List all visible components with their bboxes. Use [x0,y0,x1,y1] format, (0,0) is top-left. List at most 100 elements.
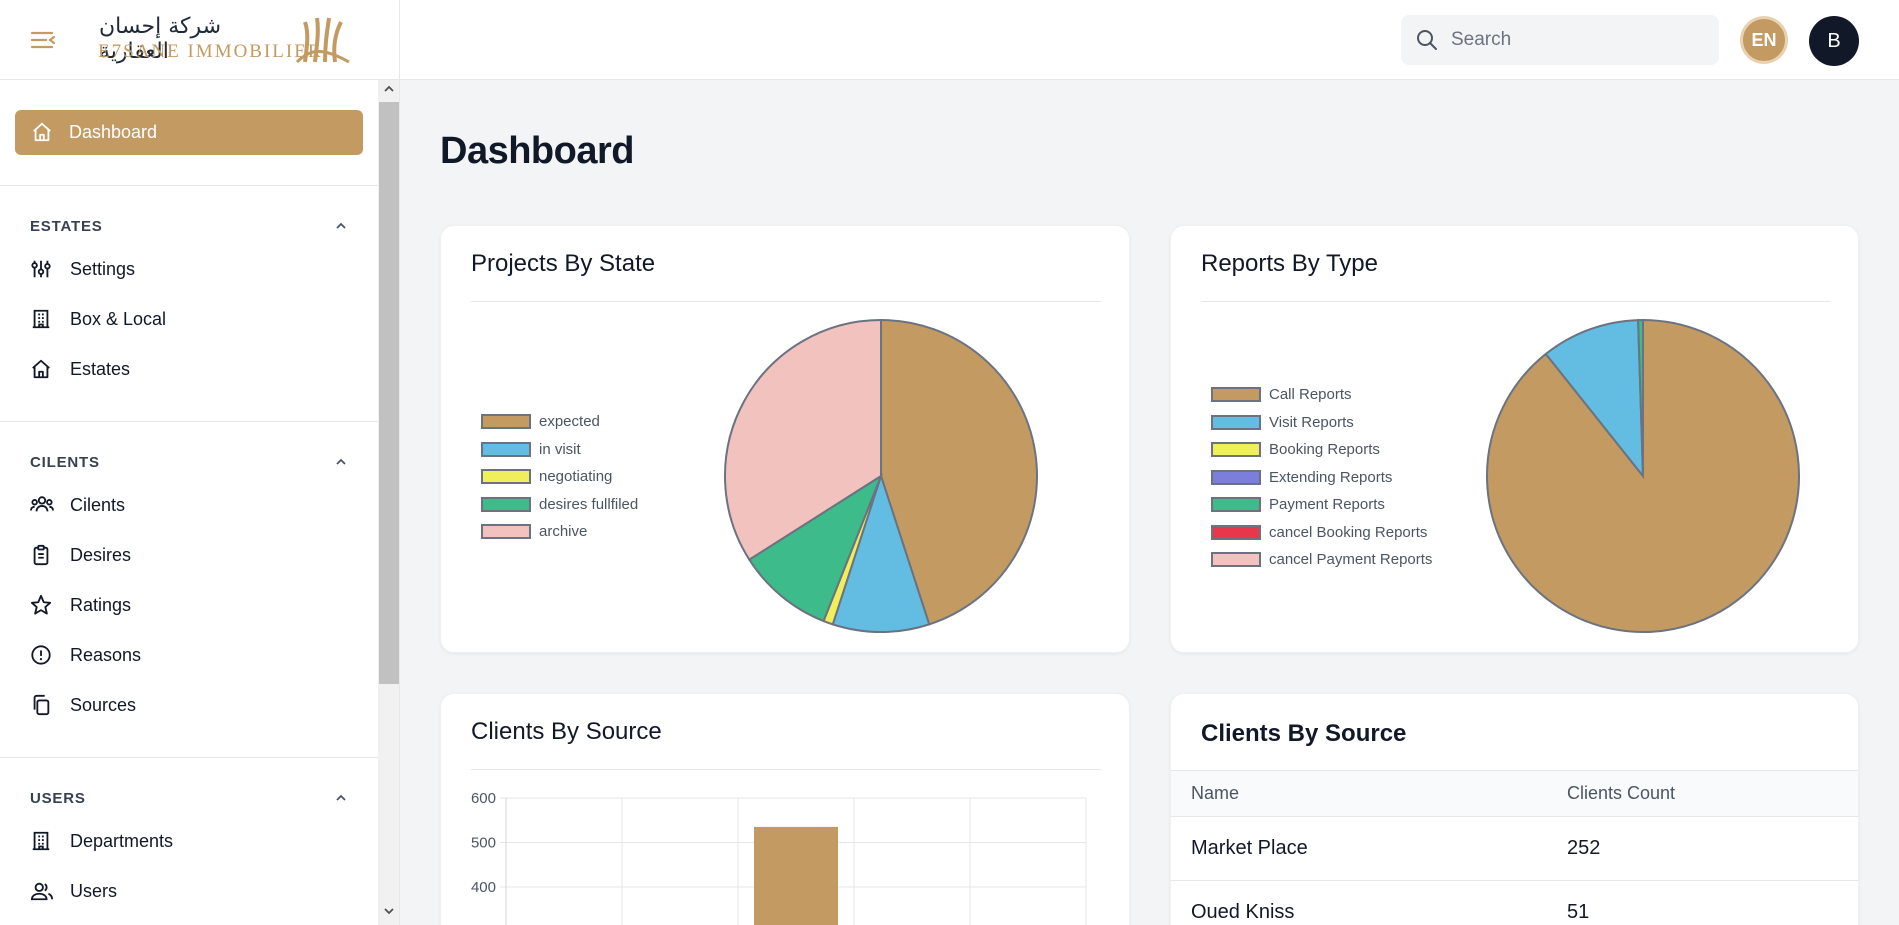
scrollbar-thumb[interactable] [379,102,399,684]
column-header-name: Name [1171,770,1567,817]
legend-item[interactable]: cancel Payment Reports [1211,546,1432,574]
sidebar-item-sources[interactable]: Sources [30,685,360,725]
legend-item[interactable]: expected [481,408,638,436]
clipboard-icon [33,544,49,566]
legend-label: negotiating [539,468,613,486]
divider [0,757,378,758]
cell-name: Oued Kniss [1171,880,1567,925]
scroll-up-arrow-icon[interactable] [383,84,395,94]
card-divider [1201,301,1830,302]
table-row[interactable]: Market Place 252 [1171,816,1858,881]
legend-swatch [1211,387,1261,403]
company-logo[interactable]: شركة إحسان العقارية E7SANE IMMOBILIER [95,14,355,66]
home-icon [32,359,50,379]
column-header-clients-count: Clients Count [1567,770,1858,817]
search-icon [1417,30,1437,50]
projects-by-state-card: Projects By State expected in visit negoti… [440,225,1130,653]
card-divider [471,769,1101,770]
legend-swatch [1211,442,1261,458]
sidebar-item-label: Sources [70,694,137,715]
star-icon [30,594,52,615]
user-group-icon [30,882,53,901]
sidebar-item-ratings[interactable]: Ratings [30,585,360,625]
user-avatar[interactable]: B [1809,16,1859,66]
legend-item[interactable]: archive [481,518,638,546]
search-box[interactable] [1401,15,1719,65]
clients-source-table: Name Clients Count Market Place 252 Oued… [1171,770,1858,925]
copy-icon [33,694,50,716]
legend-swatch [481,414,531,430]
legend-item[interactable]: negotiating [481,463,638,491]
legend-label: Call Reports [1269,386,1352,404]
sidebar-item-cilents[interactable]: Cilents [30,485,360,525]
sliders-icon [31,260,51,278]
card-divider [471,301,1101,302]
sidebar-item-label: Reasons [70,644,142,665]
sidebar-item-desires[interactable]: Desires [30,535,360,575]
legend-item[interactable]: in visit [481,436,638,464]
y-tick-label: 400 [471,879,496,896]
sidebar-item-departments[interactable]: Departments [30,821,360,861]
legend-swatch [481,469,531,485]
legend-swatch [1211,469,1261,485]
sidebar-item-reasons[interactable]: Reasons [30,635,360,675]
sidebar-item-users[interactable]: Users [30,871,360,911]
logo-area: شركة إحسان العقارية E7SANE IMMOBILIER [0,0,400,80]
chart-legend: Call Reports Visit Reports Booking Reports… [1211,381,1432,574]
sidebar-item-estates[interactable]: Estates [30,349,360,389]
sidebar-item-label: Box & Local [70,308,167,329]
logo-latin-text: E7SANE IMMOBILIER [98,41,323,62]
language-button[interactable]: EN [1740,16,1788,64]
sidebar-scrollbar[interactable] [378,80,399,925]
page-title: Dashboard [440,130,634,172]
card-title: Reports By Type [1201,250,1378,277]
card-title: Projects By State [471,250,656,277]
bar[interactable] [754,826,838,925]
sidebar-item-settings[interactable]: Settings [30,249,360,289]
chart-legend: expected in visit negotiating desires fullf… [481,408,638,546]
table-header-row: Name Clients Count [1171,770,1858,817]
pie-slice-desires-fullfiled[interactable] [747,473,884,623]
y-tick-label: 600 [471,790,496,807]
pie-slice-archive[interactable] [724,318,882,561]
home-icon [33,122,51,142]
legend-label: archive [539,523,588,541]
pie-slice-in-visit[interactable] [831,472,931,633]
legend-label: in visit [539,440,581,458]
legend-item[interactable]: Booking Reports [1211,436,1432,464]
legend-swatch [481,524,531,540]
sidebar-item-label: Users [70,880,118,901]
card-title: Clients By Source [471,718,662,745]
legend-label: Booking Reports [1269,441,1380,459]
scroll-down-arrow-icon[interactable] [383,906,395,916]
legend-label: Visit Reports [1269,413,1354,431]
legend-label: expected [539,413,600,431]
cell-count: 252 [1567,816,1858,881]
legend-label: Payment Reports [1269,496,1385,514]
chevron-up-icon[interactable] [334,791,348,805]
divider [0,185,378,186]
divider [0,421,378,422]
y-tick-label: 500 [471,835,496,852]
legend-item[interactable]: Visit Reports [1211,409,1432,437]
chevron-up-icon[interactable] [334,455,348,469]
top-header: شركة إحسان العقارية E7SANE IMMOBILIER EN… [0,0,1899,80]
legend-item[interactable]: desires fullfiled [481,491,638,519]
sidebar-item-dashboard[interactable]: Dashboard [15,110,363,155]
pie-slice-visit-reports[interactable] [1544,319,1645,479]
clients-by-source-chart-card: Clients By Source 400 500 600 [440,693,1130,925]
pie-slice-expected[interactable] [880,318,1038,626]
chevron-up-icon[interactable] [334,219,348,233]
table-row[interactable]: Oued Kniss 51 [1171,880,1858,925]
sidebar-item-label: Departments [70,830,174,851]
search-input[interactable] [1451,15,1711,65]
card-title: Clients By Source [1201,720,1407,747]
legend-item[interactable]: Extending Reports [1211,464,1432,492]
menu-toggle-icon[interactable] [30,28,58,52]
pie-slice-payment-reports[interactable] [1637,318,1644,477]
legend-item[interactable]: Call Reports [1211,381,1432,409]
legend-item[interactable]: Payment Reports [1211,491,1432,519]
sidebar-item-box-local[interactable]: Box & Local [30,299,360,339]
legend-item[interactable]: cancel Booking Reports [1211,519,1432,547]
logo-arabic-text: شركة إحسان العقارية [99,14,222,64]
